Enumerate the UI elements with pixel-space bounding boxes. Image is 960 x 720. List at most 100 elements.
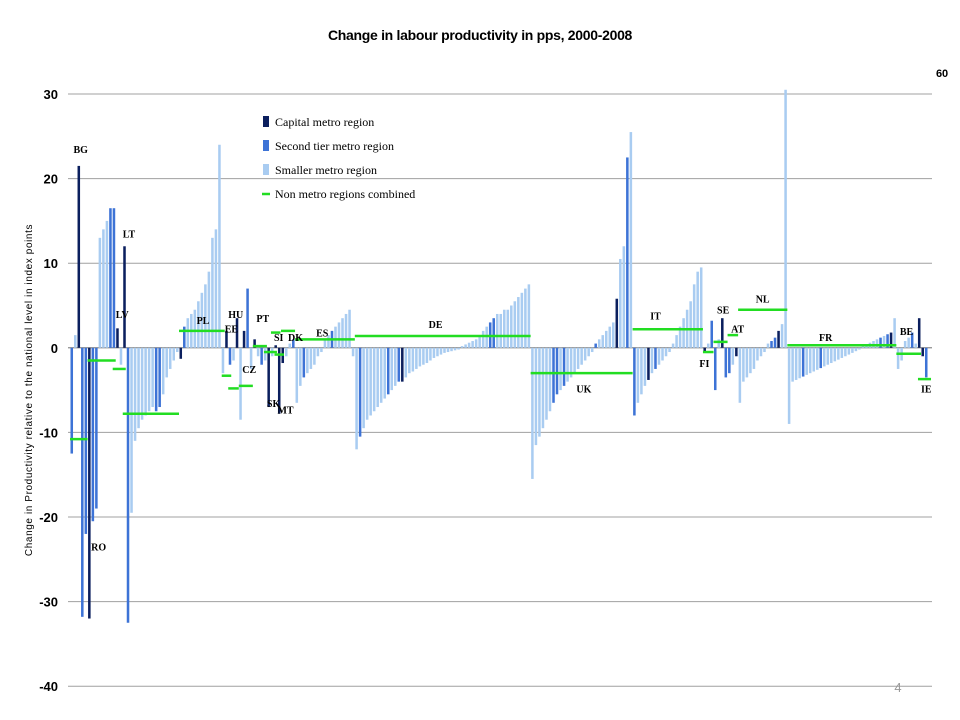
bar-fr-smaller [808,347,812,374]
bar-de-smaller [383,347,386,399]
bar-de-smaller [429,347,432,361]
bar-de-smaller [432,347,436,358]
bar-fr-smaller [794,347,798,380]
country-label-mt: MT [277,406,293,417]
bar-es-smaller [299,347,302,386]
bar-uk-smaller [622,246,626,348]
bar-at-second [728,347,731,374]
bar-pl-smaller [186,318,190,348]
bar-uk-smaller [587,347,590,357]
bar-lt-smaller [172,347,175,361]
country-label-si: SI [274,333,284,344]
bar-uk-smaller [548,347,552,412]
bar-mt-capital [277,347,281,414]
bar-bg-second [84,347,88,534]
bar-at-capital [735,347,738,357]
bar-es-smaller [348,309,351,348]
bar-nl-smaller [763,347,766,353]
bar-fr-smaller [812,347,815,372]
bar-be-smaller [903,341,907,348]
bar-ro-smaller [102,229,105,348]
legend-label: Non metro regions combined [275,187,415,201]
bar-ie-capital [921,347,924,357]
bar-pt-second [260,347,263,365]
annotation-label: 60 [936,68,948,80]
bar-ro-second [112,208,116,348]
bar-fr-smaller [875,339,879,348]
bar-es-smaller [334,326,337,348]
annotations: 60 [936,68,948,80]
country-label-es: ES [316,329,329,340]
bar-de-smaller [471,341,474,348]
legend-label: Capital metro region [275,115,374,129]
bar-fr-smaller [805,347,808,375]
bar-it-smaller [671,343,675,348]
bar-nl-smaller [756,347,759,361]
country-label-bg: BG [74,145,89,156]
bar-nl-capital [777,330,780,348]
legend-swatch [263,164,269,175]
bar-ro-second [95,347,98,509]
bar-se-smaller [717,339,721,348]
bar-uk-smaller [538,347,541,437]
country-label-lt: LT [123,230,136,241]
bar-it-smaller [692,284,696,348]
bar-de-second [492,318,495,348]
bar-lt-smaller [168,347,172,369]
bar-be-capital [917,318,921,348]
bar-ee-capital [225,330,228,348]
bar-nl-smaller [749,347,752,374]
bar-de-smaller [425,347,429,364]
bar-be-smaller [896,347,900,369]
bar-ie-second [924,347,928,378]
bar-pl-smaller [221,347,225,374]
bar-es-smaller [351,347,355,357]
bar-uk-smaller [534,347,538,446]
bar-pl-smaller [214,229,218,348]
bar-pl-smaller [197,301,200,348]
bar-be-smaller [914,343,917,348]
bar-de-smaller [527,284,531,348]
bar-de-smaller [436,347,439,357]
bar-fr-second [886,334,889,348]
y-tick-label: -30 [39,595,58,610]
bar-de-smaller [474,339,478,348]
bar-lt-capital [123,246,126,348]
bar-pl-capital [179,347,183,359]
country-label-nl: NL [756,295,770,306]
bar-lv-smaller [119,347,123,365]
bar-uk-smaller [569,347,573,378]
bar-it-smaller [643,347,647,386]
chart-title: Change in labour productivity in pps, 20… [328,27,633,43]
bar-uk-smaller [612,322,615,348]
bar-hu-capital [235,318,239,348]
bar-nl-smaller [759,347,763,357]
bar-dk-smaller [288,343,292,348]
bar-de-smaller [446,347,450,353]
bar-bg-second [81,347,84,617]
bar-de-smaller [485,326,488,348]
bar-uk-smaller [573,347,576,374]
bar-de-smaller [404,347,408,378]
legend: Capital metro region Second tier metro re… [262,115,415,201]
bar-de-smaller [369,347,372,416]
bar-uk-second [552,347,555,403]
bar-de-smaller [415,347,418,369]
bar-dk-smaller [284,347,288,357]
bar-be-second [910,332,914,348]
legend-swatch [263,140,269,151]
bar-it-smaller [668,347,671,353]
bar-fr-smaller [882,335,886,348]
bar-de-capital [401,347,404,382]
bar-it-smaller [678,326,682,348]
bar-dk-second [292,339,295,348]
country-label-se: SE [717,306,730,317]
bar-lt-smaller [175,347,179,353]
country-label-dk: DK [288,333,303,344]
bar-sk-capital [267,347,270,408]
bar-fr-capital [889,332,893,348]
bar-uk-smaller [583,347,587,361]
bar-de-smaller [520,292,524,348]
bar-ro-smaller [98,237,102,348]
